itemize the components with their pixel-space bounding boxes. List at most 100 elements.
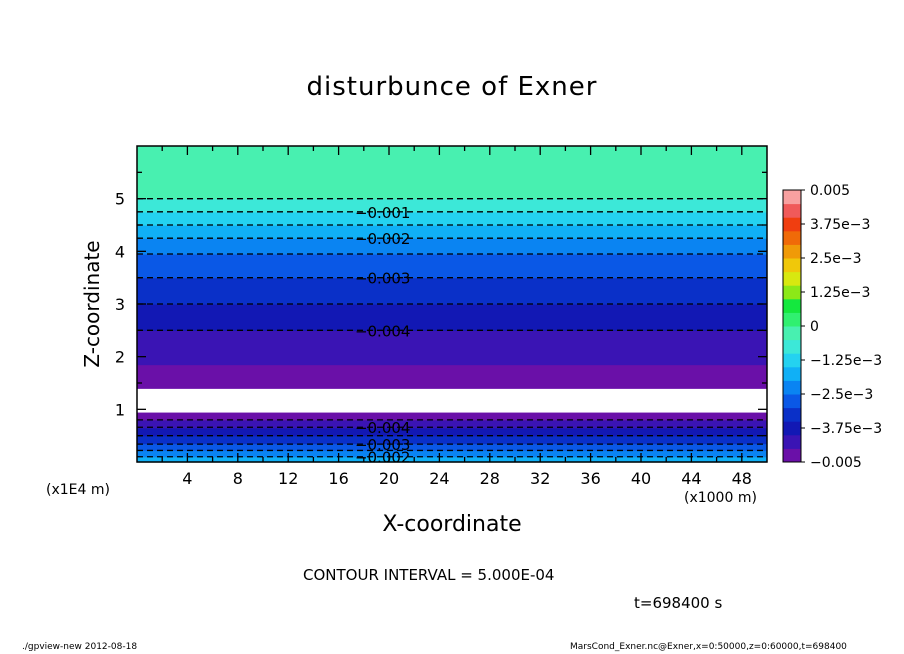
x-axis-unit: (x1000 m) bbox=[684, 490, 757, 506]
field-strip bbox=[137, 246, 767, 248]
field-strip bbox=[137, 342, 767, 345]
x-tick-label: 8 bbox=[233, 469, 243, 488]
x-axis-label: X-coordinate bbox=[382, 512, 522, 537]
x-tick-label: 4 bbox=[182, 469, 192, 488]
field-strip bbox=[137, 435, 767, 438]
field-strip bbox=[137, 456, 767, 459]
field-strip bbox=[137, 267, 767, 270]
field-strip bbox=[137, 273, 767, 276]
field-strip bbox=[137, 393, 767, 396]
field-strip bbox=[137, 250, 767, 252]
field-strip bbox=[137, 367, 767, 370]
field-strip bbox=[137, 383, 767, 385]
field-strip bbox=[137, 240, 767, 243]
field-strip bbox=[137, 159, 767, 162]
colorbar-segment bbox=[783, 366, 801, 381]
x-tick-label: 36 bbox=[580, 469, 600, 488]
field-strip bbox=[137, 185, 767, 188]
colorbar-segment bbox=[783, 380, 801, 395]
field-strip bbox=[137, 257, 767, 260]
field-strip bbox=[137, 355, 767, 358]
field-strip bbox=[137, 243, 767, 246]
field-strip bbox=[137, 430, 767, 433]
field-strip bbox=[137, 271, 767, 273]
field-strip bbox=[137, 153, 767, 156]
field-strip bbox=[137, 265, 767, 268]
field-strip bbox=[137, 272, 767, 275]
x-tick-label: 44 bbox=[681, 469, 701, 488]
field-strip bbox=[137, 311, 767, 314]
field-strip bbox=[137, 375, 767, 378]
field-strip bbox=[137, 221, 767, 223]
field-strip bbox=[137, 225, 767, 227]
colorbar-label: 3.75e−3 bbox=[810, 217, 870, 233]
field-strip bbox=[137, 417, 767, 420]
colorbar-segment bbox=[783, 312, 801, 327]
field-strip bbox=[137, 238, 767, 241]
field-strip bbox=[137, 192, 767, 194]
field-strip bbox=[137, 440, 767, 443]
field-strip bbox=[137, 446, 767, 449]
contour-label: −0.004 bbox=[355, 419, 411, 437]
field-strip bbox=[137, 215, 767, 218]
field-strip bbox=[137, 323, 767, 326]
field-strip bbox=[137, 290, 767, 293]
field-strip bbox=[137, 400, 767, 403]
contour-label: −0.002 bbox=[355, 230, 411, 248]
field-strip bbox=[137, 348, 767, 351]
field-strip bbox=[137, 268, 767, 271]
colorbar-segment bbox=[783, 394, 801, 409]
field-strip bbox=[137, 152, 767, 155]
field-strip bbox=[137, 181, 767, 184]
field-strip bbox=[137, 227, 767, 230]
field-strip bbox=[137, 278, 767, 281]
field-strip bbox=[137, 147, 767, 150]
field-strip bbox=[137, 350, 767, 352]
field-strip bbox=[137, 206, 767, 209]
field-strip bbox=[137, 201, 767, 204]
field-strip bbox=[137, 433, 767, 435]
field-strip bbox=[137, 402, 767, 405]
field-strip bbox=[137, 259, 767, 262]
colorbar-segment bbox=[783, 298, 801, 313]
field-strip bbox=[137, 205, 767, 208]
field-strip bbox=[137, 343, 767, 346]
field-strip bbox=[137, 228, 767, 231]
field-strip bbox=[137, 415, 767, 418]
colorbar-label: −2.5e−3 bbox=[810, 387, 873, 403]
field-strip bbox=[137, 288, 767, 291]
colorbar-segment bbox=[783, 421, 801, 436]
field-strip bbox=[137, 354, 767, 356]
field-strip bbox=[137, 298, 767, 301]
field-strip bbox=[137, 405, 767, 408]
field-strip bbox=[137, 149, 767, 152]
colorbar-segment bbox=[783, 434, 801, 449]
x-tick-label: 12 bbox=[278, 469, 298, 488]
field-strip bbox=[137, 160, 767, 163]
field-strip bbox=[137, 198, 767, 201]
field-strip bbox=[137, 277, 767, 280]
y-axis-label: Z-coordinate bbox=[80, 240, 104, 368]
field-strip bbox=[137, 419, 767, 422]
x-tick-label: 20 bbox=[379, 469, 399, 488]
field-strip bbox=[137, 180, 767, 183]
x-tick-label: 48 bbox=[732, 469, 752, 488]
field-strip bbox=[137, 235, 767, 238]
field-strip bbox=[137, 361, 767, 364]
field-strip bbox=[137, 164, 767, 167]
field-strip bbox=[137, 310, 767, 313]
y-tick-label: 4 bbox=[115, 242, 125, 261]
field-strip bbox=[137, 414, 767, 417]
field-strip bbox=[137, 326, 767, 329]
field-strip bbox=[137, 409, 767, 412]
field-strip bbox=[137, 309, 767, 312]
field-strip bbox=[137, 211, 767, 214]
colorbar-segment bbox=[783, 448, 801, 463]
field-strip bbox=[137, 286, 767, 289]
field-strip bbox=[137, 202, 767, 205]
field-strip bbox=[137, 209, 767, 212]
x-tick-label: 16 bbox=[328, 469, 348, 488]
field-strip bbox=[137, 369, 767, 372]
field-strip bbox=[137, 297, 767, 300]
field-strip bbox=[137, 360, 767, 363]
